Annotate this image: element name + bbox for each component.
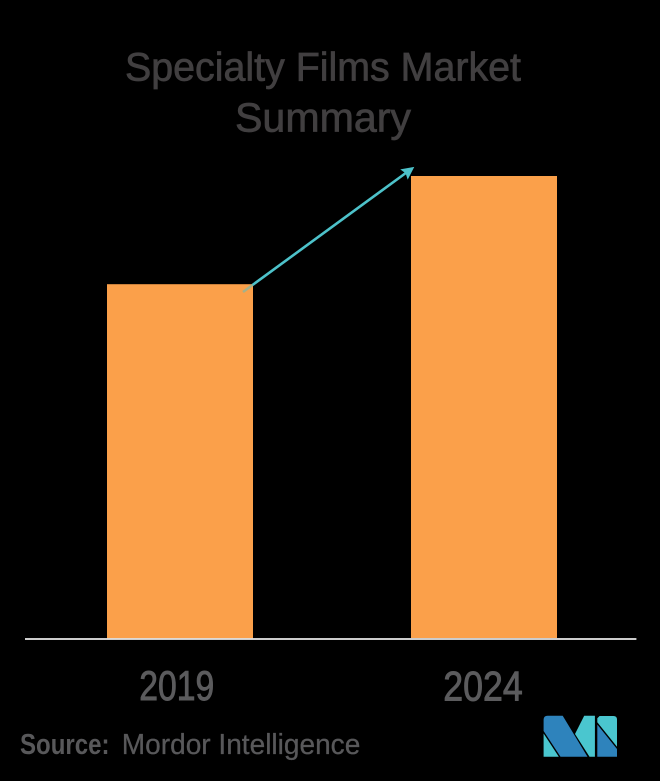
- svg-text:2019: 2019: [139, 662, 214, 709]
- svg-text:Source:: Source:: [20, 729, 110, 761]
- svg-text:Summary: Summary: [235, 94, 411, 140]
- svg-text:Mordor Intelligence: Mordor Intelligence: [122, 729, 360, 761]
- svg-text:2024: 2024: [443, 663, 523, 710]
- svg-text:Specialty Films Market: Specialty Films Market: [125, 45, 521, 89]
